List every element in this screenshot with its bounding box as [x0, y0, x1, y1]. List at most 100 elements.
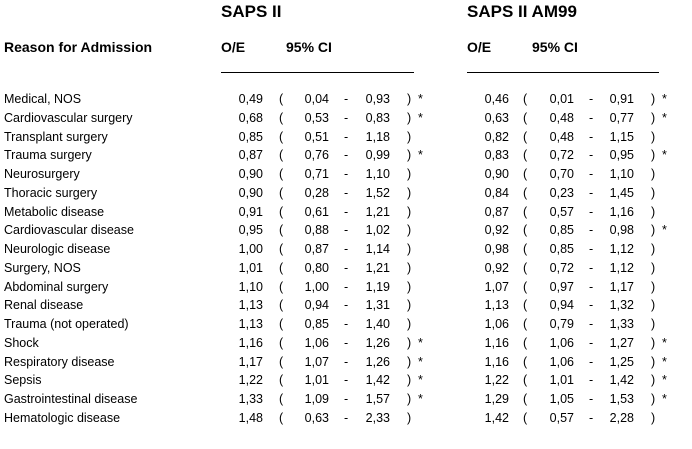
saps-ii-am99-ci-low-cell: 1,05: [549, 392, 574, 406]
saps-ii-am99-header-rule: [467, 72, 659, 73]
saps-ii-ci-high-cell: 0,99: [365, 148, 390, 163]
saps-ii-oe-cell: 0,87: [238, 148, 263, 163]
saps-ii-significance-mark: *: [418, 354, 423, 369]
saps-ii-am99-ci-open: (: [523, 298, 528, 313]
saps-ii-ci-high-cell: 0,93: [365, 92, 390, 106]
saps-ii-am99-ci-low-cell: 1,06: [549, 335, 574, 350]
saps-ii-ci-low-cell: 0,61: [304, 204, 329, 219]
saps-ii-am99-significance-mark: *: [662, 392, 667, 406]
saps-ii-ci-high-cell: 1,26: [365, 354, 390, 369]
saps-ii-oe-cell: 1,17: [238, 354, 263, 369]
saps-ii-am99-ci-low-cell: 0,57: [549, 410, 574, 425]
table-row: Sepsis 1,22(1,01-1,42) * 1,22(1,01-1,42) *: [0, 373, 692, 392]
table-row: Neurosurgery 0,90 (0,71 - 1,10) 0,90 (0,70 - 1,1…: [0, 167, 692, 186]
saps-ii-significance-mark: *: [418, 335, 423, 350]
reason-cell: Transplant surgery: [4, 129, 108, 144]
saps-ii-am99-ci-open: (: [523, 110, 528, 125]
saps-ii-ci-low-cell: 1,00: [304, 279, 329, 294]
saps-ii-ci-dash: -: [344, 317, 349, 331]
saps-ii-ci-close: ): [407, 167, 412, 181]
saps-ii-am99-ci-close: ): [651, 129, 656, 144]
saps-ii-ci-high-cell: 1,14: [365, 242, 390, 256]
saps-ii-am99-ci-low-cell: 0,01: [549, 92, 574, 106]
saps-ii-am99-ci-high-cell: 1,16: [609, 204, 634, 219]
saps-ii-am99-ci-dash: -: [589, 354, 594, 369]
saps-ii-am99-ci-close: ): [651, 317, 656, 331]
reason-cell: Trauma surgery: [4, 148, 92, 163]
saps-ii-ci-low-cell: 0,80: [304, 260, 329, 275]
saps-ii-significance-mark: *: [418, 373, 423, 388]
saps-ii-ci-dash: -: [344, 335, 349, 350]
saps-ii-am99-ci-low-cell: 0,23: [549, 185, 574, 200]
saps-ii-ci-close: ): [407, 148, 412, 163]
saps-ii-am99-ci-open: (: [523, 410, 528, 425]
saps-ii-ci-open: (: [279, 373, 284, 388]
saps-ii-am99-ci-dash: -: [589, 373, 594, 388]
reason-cell: Thoracic surgery: [4, 185, 98, 200]
saps-ii-am99-ci-high-cell: 1,12: [609, 242, 634, 256]
table-row: Medical, NOS 0,49 (0,04 - 0,93) * 0,46 (0,01 - 0,…: [0, 92, 692, 111]
saps-ii-ci-header: 95% CI: [286, 39, 332, 55]
saps-ii-am99-ci-high-cell: 1,33: [609, 317, 634, 331]
saps-ii-ci-open: (: [279, 92, 284, 106]
saps-ii-am99-oe-header: O/E: [467, 39, 492, 55]
saps-ii-ci-dash: -: [344, 354, 349, 369]
saps-ii-am99-ci-low-cell: 0,79: [549, 317, 574, 331]
saps-ii-ci-low-cell: 1,07: [304, 354, 329, 369]
saps-ii-am99-oe-cell: 1,07: [484, 279, 509, 294]
reason-cell: Hematologic disease: [4, 410, 121, 425]
saps-ii-ci-high-cell: 1,26: [365, 335, 390, 350]
saps-ii-ci-close: ): [407, 242, 412, 256]
saps-ii-ci-dash: -: [344, 392, 349, 406]
saps-ii-am99-oe-cell: 0,84: [484, 185, 509, 200]
saps-ii-am99-ci-dash: -: [589, 204, 594, 219]
reason-cell: Abdominal surgery: [4, 279, 109, 294]
saps-ii-ci-open: (: [279, 410, 284, 425]
saps-ii-am99-ci-low-cell: 1,06: [549, 354, 574, 369]
reason-cell: Metabolic disease: [4, 204, 105, 219]
saps-ii-ci-high-cell: 1,40: [365, 317, 390, 331]
saps-ii-ci-high-cell: 1,19: [365, 279, 390, 294]
saps-ii-ci-open: (: [279, 185, 284, 200]
table-row: Cardiovascular disease 0,95(0,88-1,02) 0,9…: [0, 223, 692, 242]
reason-cell: Neurosurgery: [4, 167, 80, 181]
saps-ii-ci-close: ): [407, 92, 412, 106]
saps-ii-am99-ci-dash: -: [589, 392, 594, 406]
saps-ii-oe-cell: 0,90: [238, 185, 263, 200]
saps-ii-significance-mark: *: [418, 148, 423, 163]
table-row: Shock 1,16(1,06-1,26) * 1,16(1,06-1,27) *: [0, 336, 692, 355]
saps-ii-am99-significance-mark: *: [662, 148, 667, 163]
saps-ii-am99-ci-close: ): [651, 298, 656, 313]
saps-ii-ci-close: ): [407, 185, 412, 200]
reason-cell: Cardiovascular disease: [4, 223, 134, 238]
saps-ii-oe-cell: 0,68: [238, 110, 263, 125]
saps-ii-am99-oe-cell: 1,06: [484, 317, 509, 331]
saps-ii-am99-ci-dash: -: [589, 167, 594, 181]
saps-ii-am99-ci-low-cell: 0,72: [549, 260, 574, 275]
saps-ii-ci-open: (: [279, 298, 284, 313]
saps-ii-am99-ci-open: (: [523, 317, 528, 331]
saps-ii-am99-oe-cell: 0,87: [484, 204, 509, 219]
saps-ii-am99-ci-open: (: [523, 392, 528, 406]
saps-ii-am99-ci-low-cell: 0,97: [549, 279, 574, 294]
table-row: Respiratory disease 1,17(1,07-1,26) * 1,16(…: [0, 355, 692, 374]
saps-ii-ci-open: (: [279, 110, 284, 125]
saps-ii-am99-ci-close: ): [651, 167, 656, 181]
saps-ii-am99-ci-low-cell: 0,72: [549, 148, 574, 163]
saps-ii-ci-low-cell: 0,94: [304, 298, 329, 313]
saps-ii-am99-ci-low-cell: 0,85: [549, 242, 574, 256]
saps-ii-ci-open: (: [279, 204, 284, 219]
saps-ii-am99-ci-close: ): [651, 242, 656, 256]
saps-ii-oe-cell: 1,00: [238, 242, 263, 256]
saps-ii-am99-ci-open: (: [523, 204, 528, 219]
saps-ii-am99-ci-high-cell: 0,98: [609, 223, 634, 238]
saps-ii-am99-oe-cell: 1,29: [484, 392, 509, 406]
saps-ii-am99-ci-dash: -: [589, 223, 594, 238]
saps-ii-ci-close: ): [407, 204, 412, 219]
saps-ii-am99-ci-high-cell: 0,95: [609, 148, 634, 163]
saps-ii-am99-oe-cell: 0,82: [484, 129, 509, 144]
saps-ii-ci-open: (: [279, 317, 284, 331]
saps-ii-oe-cell: 0,90: [238, 167, 263, 181]
saps-ii-am99-oe-cell: 0,92: [484, 223, 509, 238]
reason-cell: Neurologic disease: [4, 242, 111, 256]
